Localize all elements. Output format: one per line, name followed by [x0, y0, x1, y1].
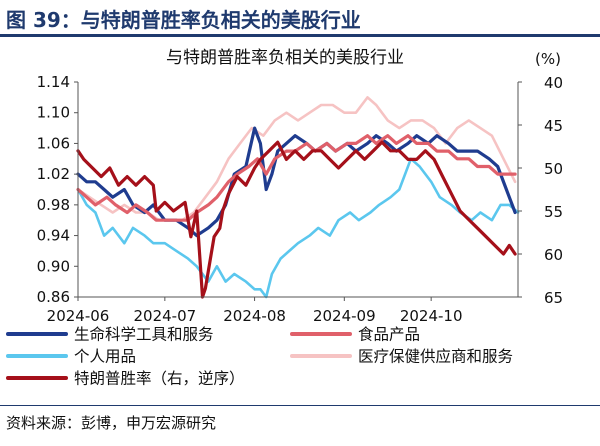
left-tick-label: 1.02 — [37, 165, 70, 183]
figure-header: 图 39：与特朗普胜率负相关的美股行业 — [0, 0, 600, 38]
right-axis-unit: (%) — [535, 50, 561, 68]
source-note: 资料来源：彭博，申万宏源研究 — [6, 414, 217, 432]
x-tick-label: 2024-09 — [313, 307, 376, 325]
x-tick-label: 2024-07 — [133, 307, 196, 325]
right-tick-label: 65 — [544, 289, 563, 307]
series-line-0 — [76, 126, 517, 238]
left-tick-label: 0.98 — [37, 196, 70, 214]
axes: 1.14 1.10 1.06 1.02 0.98 0.94 0.90 0.86 40 45 50 55… — [37, 73, 564, 325]
x-tick-label: 2024-10 — [400, 307, 463, 325]
figure-title: 图 39：与特朗普胜率负相关的美股行业 — [6, 8, 361, 32]
left-tick-label: 0.90 — [37, 257, 70, 275]
series-line-3 — [76, 96, 517, 222]
legend-label-2: 个人用品 — [74, 348, 136, 366]
source-divider — [0, 405, 600, 406]
left-tick-label: 0.94 — [37, 227, 70, 245]
right-tick-label: 60 — [544, 246, 563, 264]
series-line-2 — [76, 157, 520, 299]
right-tick-label: 55 — [544, 203, 563, 221]
left-tick-label: 1.14 — [37, 73, 70, 91]
left-tick-label: 1.10 — [37, 104, 70, 122]
legend-label-0: 生命科学工具和服务 — [74, 326, 214, 344]
series-lines — [76, 96, 520, 299]
x-tick-label: 2024-08 — [223, 307, 286, 325]
legend-label-3: 医疗保健供应商和服务 — [358, 347, 513, 366]
x-tick-label: 2024-06 — [47, 307, 110, 325]
left-tick-label: 1.06 — [37, 134, 70, 152]
title-divider — [0, 34, 600, 37]
chart-title: 与特朗普胜率负相关的美股行业 — [166, 48, 404, 68]
right-tick-label: 45 — [544, 117, 563, 135]
legend-label-1: 食品产品 — [358, 326, 420, 344]
left-tick-label: 0.86 — [37, 288, 70, 306]
series-line-4 — [76, 140, 517, 299]
right-tick-label: 40 — [544, 74, 563, 92]
legend-label-4: 特朗普胜率（右，逆序） — [74, 370, 245, 388]
line-chart: 与特朗普胜率负相关的美股行业 (%) 1.14 1.10 1.06 1.02 0.98 0… — [6, 48, 564, 388]
right-tick-label: 50 — [544, 160, 563, 178]
